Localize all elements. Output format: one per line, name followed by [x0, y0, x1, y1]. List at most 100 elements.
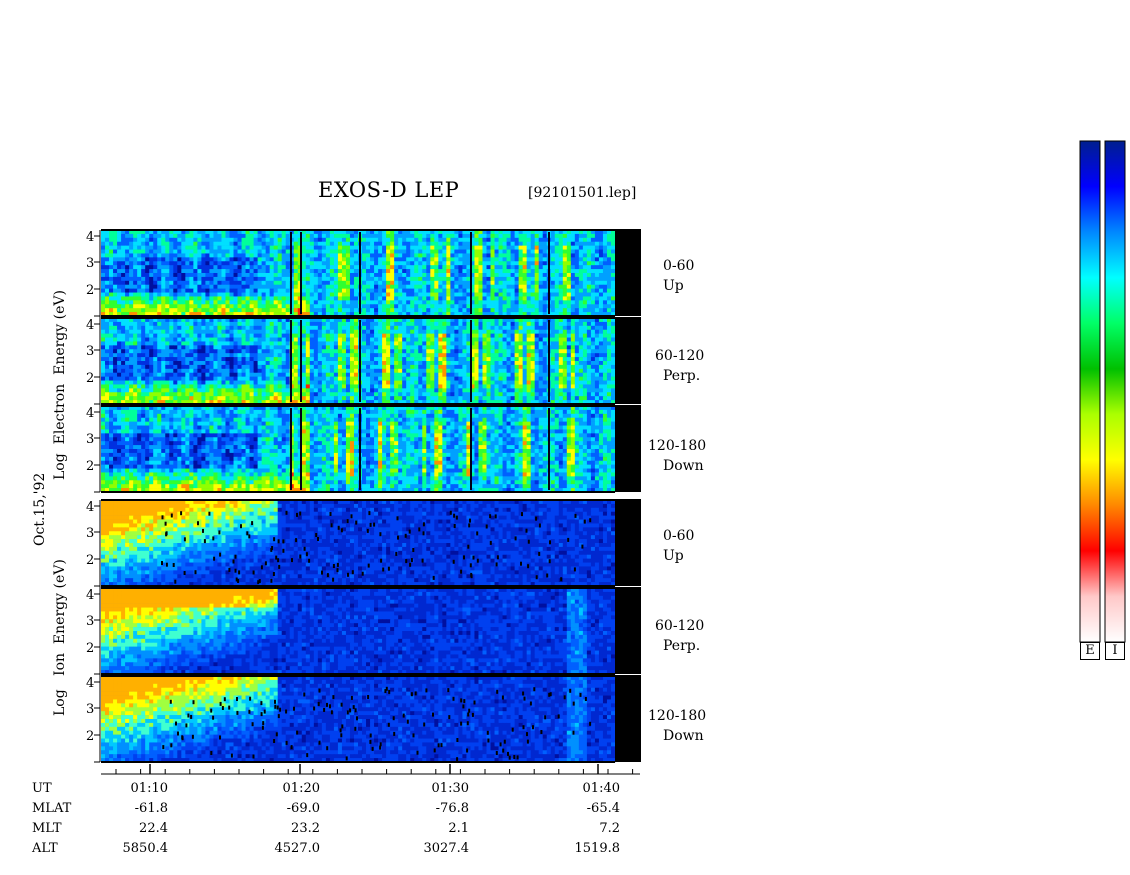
spectrogram-cell	[189, 357, 194, 362]
spectrogram-cell	[558, 349, 564, 354]
spectrogram-cell	[337, 241, 343, 246]
spectrogram-cell	[586, 230, 592, 235]
spectrogram-cell	[341, 237, 347, 243]
spectrogram-cell	[265, 304, 271, 309]
spectrogram-cell	[305, 325, 311, 331]
spectrogram-cell	[514, 273, 520, 278]
spectrogram-cell	[109, 361, 114, 366]
spectrogram-cell	[349, 361, 355, 366]
spectrogram-cell	[193, 284, 198, 289]
spectrogram-cell	[534, 300, 540, 305]
spectrogram-cell	[193, 257, 198, 262]
spectrogram-cell	[594, 304, 600, 309]
spectrogram-cell	[277, 304, 283, 309]
spectrogram-cell	[309, 329, 315, 334]
spectrogram-cell	[297, 273, 303, 278]
spectrogram-cell	[157, 329, 162, 334]
spectrogram-cell	[221, 296, 226, 301]
spectrogram-cell	[121, 230, 126, 235]
spectrogram-cell	[490, 380, 495, 385]
spectrogram-cell	[341, 341, 347, 346]
spectrogram-cell	[366, 349, 371, 354]
spectrogram-cell	[490, 233, 495, 239]
spectrogram-cell	[502, 321, 507, 327]
spectrogram-cell	[273, 237, 279, 243]
spectrogram-cell	[382, 245, 387, 250]
spectrogram-cell	[498, 333, 503, 338]
spectrogram-cell	[578, 269, 584, 274]
spectrogram-cell	[317, 361, 323, 366]
spectrogram-cell	[329, 269, 335, 274]
spectrogram-cell	[221, 337, 226, 342]
spectrogram-cell	[337, 292, 343, 297]
spectrogram-cell	[197, 329, 202, 334]
spectrogram-cell	[570, 341, 576, 346]
spectrogram-cell	[598, 292, 604, 297]
spectrogram-cell	[201, 230, 206, 235]
spectrogram-cell	[121, 300, 126, 305]
spectrogram-cell	[522, 300, 528, 305]
spectrogram-cell	[478, 349, 483, 354]
spectrogram-cell	[514, 376, 520, 381]
spectrogram-cell	[201, 318, 206, 323]
spectrogram-cell	[165, 296, 170, 301]
spectrogram-cell	[602, 345, 608, 350]
spectrogram-cell	[606, 265, 612, 270]
spectrogram-cell	[105, 280, 110, 286]
spectrogram-cell	[181, 300, 186, 305]
spectrogram-cell	[526, 329, 532, 334]
spectrogram-cell	[269, 237, 275, 243]
spectrogram-cell	[213, 345, 218, 350]
spectrogram-cell	[329, 312, 335, 317]
spectrogram-cell	[149, 292, 154, 297]
spectrogram-cell	[109, 349, 114, 354]
spectrogram-cell	[201, 261, 206, 266]
spectrogram-cell	[454, 241, 459, 246]
spectrogram-cell	[398, 353, 403, 358]
spectrogram-cell	[390, 341, 395, 346]
spectrogram-cell	[325, 380, 331, 385]
spectrogram-cell	[518, 364, 524, 370]
spectrogram-cell	[257, 292, 263, 297]
spectrogram-cell	[558, 333, 564, 338]
spectrogram-cell	[205, 284, 210, 289]
spectrogram-cell	[366, 276, 371, 282]
spectrogram-cell	[526, 261, 532, 266]
spectrogram-cell	[506, 308, 511, 313]
spectrogram-cell	[414, 325, 419, 331]
spectrogram-cell	[602, 265, 608, 270]
spectrogram-cell	[185, 296, 190, 301]
spectrogram-cell	[209, 341, 214, 346]
spectrogram-cell	[297, 296, 303, 301]
spectrogram-cell	[349, 230, 355, 235]
spectrogram-cell	[534, 337, 540, 342]
spectrogram-cell	[446, 380, 451, 385]
spectrogram-cell	[105, 325, 110, 331]
spectrogram-cell	[550, 233, 556, 239]
spectrogram-cell	[402, 318, 407, 323]
spectrogram-cell	[109, 249, 114, 254]
spectrogram-cell	[362, 372, 367, 377]
spectrogram-cell	[510, 276, 516, 282]
spectrogram-cell	[422, 253, 427, 258]
spectrogram-cell	[506, 276, 511, 282]
spectrogram-cell	[598, 304, 604, 309]
spectrogram-cell	[406, 380, 411, 385]
spectrogram-cell	[518, 245, 524, 250]
spectrogram-cell	[458, 249, 463, 254]
spectrogram-cell	[602, 312, 608, 317]
spectrogram-cell	[329, 357, 335, 362]
spectrogram-cell	[121, 337, 126, 342]
spectrogram-cell	[109, 261, 114, 266]
spectrogram-cell	[145, 372, 150, 377]
spectrogram-cell	[233, 241, 238, 246]
spectrogram-cell	[438, 280, 443, 286]
spectrogram-cell	[510, 308, 516, 313]
spectrogram-cell	[482, 233, 487, 239]
spectrogram-cell	[414, 312, 419, 317]
spectrogram-cell	[586, 376, 592, 381]
spectrogram-cell	[562, 230, 568, 235]
spectrogram-cell	[466, 249, 471, 254]
spectrogram-cell	[510, 357, 516, 362]
spectrogram-cell	[161, 368, 166, 374]
